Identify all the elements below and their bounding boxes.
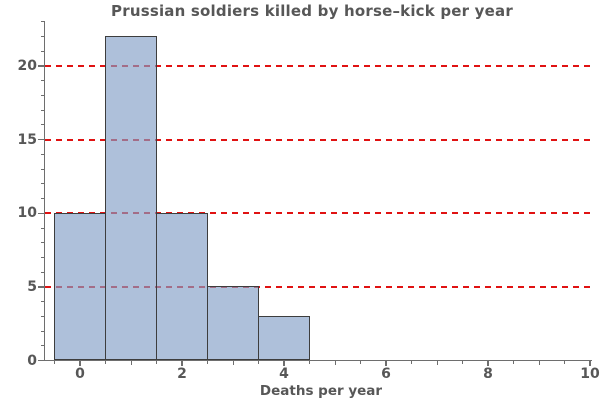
- y-tick-minor: [40, 36, 44, 38]
- x-tick-minor: [564, 361, 565, 365]
- x-tick-minor: [334, 361, 336, 366]
- chart-title: Prussian soldiers killed by horse–kick p…: [111, 2, 513, 20]
- x-tick-major: [589, 361, 591, 367]
- y-tick-minor: [40, 21, 44, 23]
- x-tick-major: [181, 361, 183, 367]
- histogram-bar: [53, 212, 107, 361]
- x-tick-minor: [513, 361, 514, 365]
- y-tick-major: [38, 212, 44, 215]
- gridline-y-20: [45, 65, 592, 68]
- x-tick-major: [487, 361, 489, 367]
- y-tick-minor: [40, 256, 44, 258]
- x-tick-minor: [105, 361, 106, 365]
- y-tick-major: [38, 286, 44, 288]
- x-tick-label: 6: [381, 366, 391, 382]
- x-tick-minor: [309, 361, 310, 365]
- x-tick-label: 4: [279, 366, 289, 382]
- y-tick-major: [38, 65, 44, 67]
- x-tick-minor: [462, 361, 463, 365]
- y-tick-label: 5: [27, 278, 37, 295]
- gridline-y-15: [45, 138, 592, 141]
- x-tick-minor: [360, 361, 361, 365]
- gridline-y-10: [45, 212, 592, 215]
- x-tick-minor: [436, 361, 438, 366]
- x-tick-minor: [207, 361, 208, 365]
- x-tick-minor: [156, 361, 157, 365]
- x-tick-major: [79, 361, 81, 367]
- x-tick-major: [385, 361, 387, 367]
- y-tick-minor: [40, 50, 44, 52]
- y-tick-minor: [40, 183, 44, 185]
- x-tick-label: 0: [75, 366, 85, 382]
- y-axis-line: [43, 21, 46, 362]
- x-tick-minor: [54, 361, 55, 365]
- histogram-bar: [257, 315, 311, 361]
- y-tick-label: 0: [27, 352, 37, 369]
- y-tick-major: [38, 359, 44, 362]
- y-tick-minor: [40, 80, 44, 82]
- y-tick-minor: [40, 227, 44, 229]
- x-axis-title: Deaths per year: [259, 383, 383, 399]
- y-tick-minor: [40, 168, 44, 170]
- y-tick-label: 20: [17, 58, 37, 75]
- x-tick-label: 2: [177, 366, 187, 382]
- histogram-bar: [206, 286, 260, 361]
- y-tick-label: 10: [17, 205, 37, 222]
- y-tick-minor: [40, 242, 44, 244]
- y-tick-minor: [40, 330, 44, 332]
- x-tick-minor: [258, 361, 259, 365]
- y-tick-major: [38, 138, 44, 141]
- histogram-bar: [155, 212, 209, 361]
- x-tick-minor: [538, 361, 540, 366]
- x-tick-minor: [411, 361, 412, 365]
- x-tick-label: 10: [580, 366, 600, 382]
- x-tick-label: 8: [483, 366, 493, 382]
- y-tick-minor: [40, 95, 44, 97]
- y-tick-minor: [40, 124, 44, 126]
- gridline-y-5: [45, 285, 592, 288]
- x-tick-minor: [130, 361, 132, 366]
- y-tick-minor: [40, 315, 44, 317]
- x-tick-major: [283, 361, 285, 367]
- y-tick-label: 15: [17, 131, 37, 148]
- y-tick-minor: [40, 198, 44, 200]
- x-tick-minor: [232, 361, 234, 366]
- x-axis-line: [43, 359, 592, 362]
- y-tick-minor: [40, 109, 44, 111]
- histogram-bar: [104, 35, 158, 361]
- y-tick-minor: [40, 301, 44, 303]
- y-tick-minor: [40, 153, 44, 155]
- y-tick-minor: [40, 271, 44, 273]
- y-tick-minor: [40, 345, 44, 347]
